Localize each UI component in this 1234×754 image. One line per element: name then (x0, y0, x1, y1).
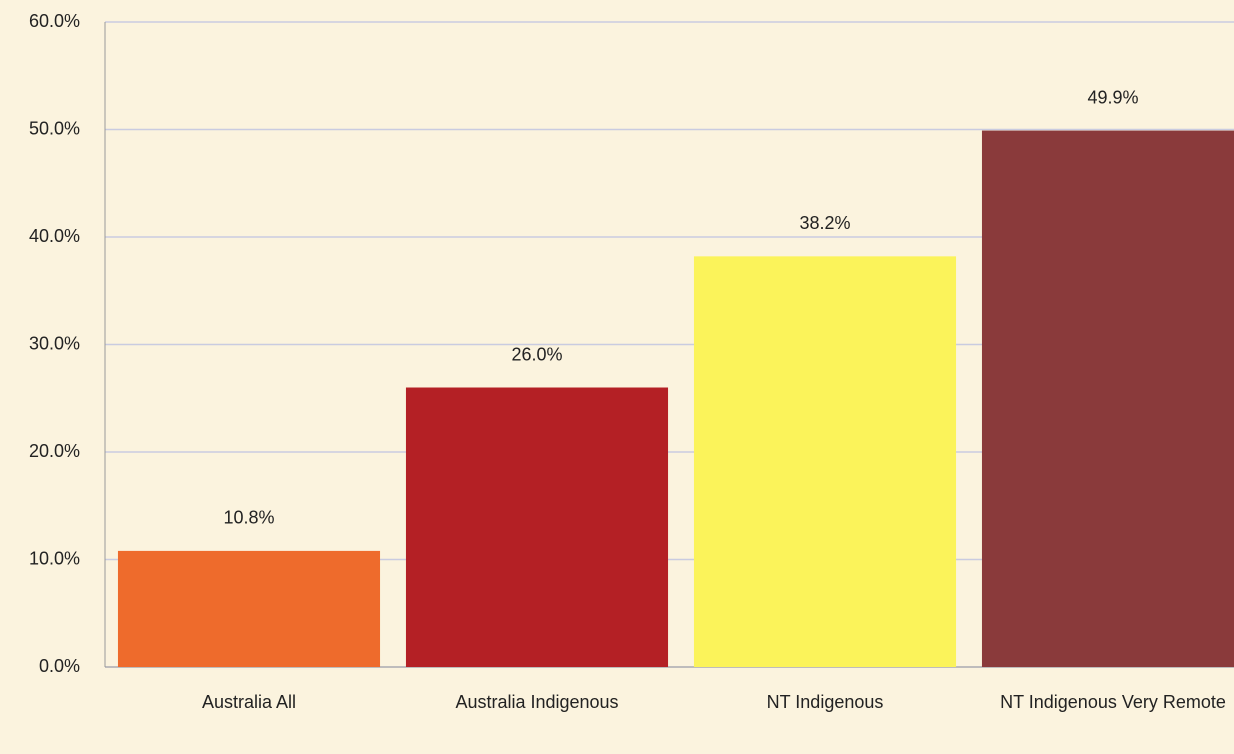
y-tick-label: 40.0% (29, 226, 80, 246)
value-label: 49.9% (1087, 87, 1138, 107)
bar (693, 256, 957, 667)
value-label: 10.8% (223, 508, 274, 528)
x-tick-label: Australia Indigenous (455, 692, 619, 712)
y-tick-label: 0.0% (39, 656, 80, 676)
y-tick-label: 50.0% (29, 118, 80, 138)
bar (405, 387, 669, 667)
value-label: 26.0% (511, 344, 562, 364)
y-tick-label: 20.0% (29, 441, 80, 461)
y-tick-label: 30.0% (29, 333, 80, 353)
value-label: 38.2% (799, 213, 850, 233)
y-tick-label: 60.0% (29, 11, 80, 31)
y-tick-label: 10.0% (29, 548, 80, 568)
x-tick-label: Australia All (201, 692, 297, 712)
bar (117, 550, 381, 667)
x-tick-label: NT Indigenous (766, 692, 884, 712)
x-tick-label: NT Indigenous Very Remote (1000, 692, 1226, 712)
bar (981, 130, 1234, 667)
